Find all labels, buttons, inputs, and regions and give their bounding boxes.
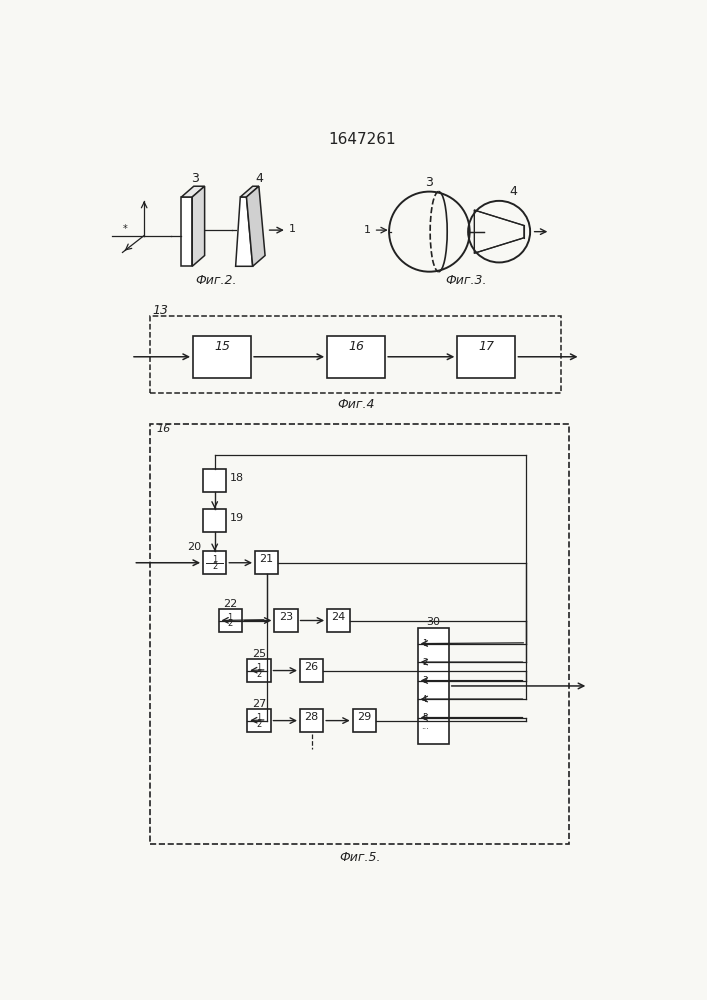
Text: 2: 2 — [422, 658, 427, 667]
Text: 20: 20 — [187, 542, 201, 552]
Text: 1: 1 — [256, 713, 262, 722]
Polygon shape — [182, 197, 192, 266]
Bar — [418, 628, 449, 744]
Text: 28: 28 — [305, 712, 319, 722]
Bar — [151, 316, 561, 393]
Text: 3: 3 — [422, 676, 428, 685]
Text: 2: 2 — [256, 670, 262, 679]
Text: 24: 24 — [332, 612, 346, 622]
Bar — [457, 336, 515, 378]
Text: 19: 19 — [230, 513, 243, 523]
Bar — [327, 609, 351, 632]
Text: 3: 3 — [191, 172, 199, 185]
Bar — [353, 709, 376, 732]
Text: 3: 3 — [426, 176, 433, 189]
Bar — [193, 336, 251, 378]
Text: 26: 26 — [305, 662, 319, 672]
Bar — [274, 609, 298, 632]
Bar — [327, 336, 385, 378]
Bar — [203, 551, 226, 574]
Bar — [151, 424, 569, 844]
Text: 23: 23 — [279, 612, 293, 622]
Text: 29: 29 — [357, 712, 371, 722]
Text: 22: 22 — [223, 599, 238, 609]
Bar — [300, 709, 323, 732]
Text: 4: 4 — [255, 172, 263, 185]
Polygon shape — [240, 186, 259, 197]
Text: 1: 1 — [212, 555, 217, 564]
Text: 16: 16 — [348, 340, 364, 353]
Text: Фиг.2.: Фиг.2. — [196, 274, 237, 287]
Text: 4: 4 — [422, 695, 427, 704]
Text: 17: 17 — [479, 340, 494, 353]
Text: 1: 1 — [364, 225, 371, 235]
Text: 1: 1 — [288, 224, 296, 234]
Bar — [247, 709, 271, 732]
Text: 30: 30 — [426, 617, 440, 627]
Text: 2: 2 — [212, 562, 217, 571]
Text: 21: 21 — [259, 554, 274, 564]
Text: 1: 1 — [256, 663, 262, 672]
Text: Фиг.4: Фиг.4 — [337, 398, 375, 411]
Text: 2: 2 — [228, 619, 233, 628]
Text: 2: 2 — [256, 720, 262, 729]
Text: Фиг.5.: Фиг.5. — [339, 851, 380, 864]
Text: 18: 18 — [230, 473, 243, 483]
Text: 1647261: 1647261 — [328, 132, 396, 147]
Text: 13: 13 — [153, 304, 169, 317]
Text: Фиг.3.: Фиг.3. — [446, 274, 487, 287]
Bar — [247, 659, 271, 682]
Bar — [203, 509, 226, 532]
Bar — [203, 469, 226, 492]
Polygon shape — [182, 186, 204, 197]
Text: 5: 5 — [422, 713, 427, 722]
Text: 4: 4 — [509, 185, 517, 198]
Polygon shape — [247, 186, 265, 266]
Text: 25: 25 — [252, 649, 266, 659]
Text: 27: 27 — [252, 699, 266, 709]
Polygon shape — [192, 186, 204, 266]
Bar — [300, 659, 323, 682]
Text: 1: 1 — [422, 639, 427, 648]
Text: ...: ... — [421, 722, 428, 731]
Bar — [255, 551, 279, 574]
Text: 15: 15 — [214, 340, 230, 353]
Bar — [218, 609, 242, 632]
Text: *: * — [122, 224, 127, 234]
Text: 16: 16 — [156, 424, 171, 434]
Text: 1: 1 — [228, 613, 233, 622]
Polygon shape — [235, 197, 252, 266]
